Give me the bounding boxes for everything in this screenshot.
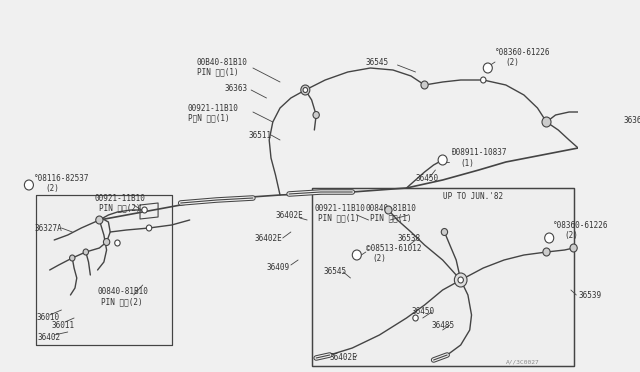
Text: B: B bbox=[484, 65, 488, 71]
Text: PIN ピン(2): PIN ピン(2) bbox=[101, 298, 143, 307]
Text: (1): (1) bbox=[461, 158, 475, 167]
Text: (2): (2) bbox=[45, 183, 59, 192]
Bar bbox=[36, 195, 172, 345]
Text: PIN ピン(1): PIN ピン(1) bbox=[371, 214, 412, 222]
Circle shape bbox=[147, 225, 152, 231]
Text: (2): (2) bbox=[506, 58, 520, 67]
Bar bbox=[36, 195, 172, 345]
Circle shape bbox=[481, 77, 486, 83]
Text: 36539: 36539 bbox=[578, 291, 601, 299]
Circle shape bbox=[83, 249, 88, 255]
Text: (2): (2) bbox=[564, 231, 579, 240]
Text: °08360-61226: °08360-61226 bbox=[495, 48, 550, 57]
Text: N: N bbox=[439, 157, 443, 163]
Text: PIN ピン(1): PIN ピン(1) bbox=[197, 67, 239, 77]
Text: 36450: 36450 bbox=[415, 173, 438, 183]
Text: 00840-81B10: 00840-81B10 bbox=[366, 203, 417, 212]
Text: 00B40-81B10: 00B40-81B10 bbox=[197, 58, 248, 67]
Text: 36363: 36363 bbox=[224, 83, 247, 93]
Text: ©08513-61012: ©08513-61012 bbox=[366, 244, 421, 253]
Text: PIN ピン(1): PIN ピン(1) bbox=[318, 214, 360, 222]
Text: 36450: 36450 bbox=[411, 308, 434, 317]
Text: 36511: 36511 bbox=[248, 131, 271, 140]
Text: 36409: 36409 bbox=[266, 263, 290, 273]
Text: 36538: 36538 bbox=[397, 234, 420, 243]
Circle shape bbox=[454, 273, 467, 287]
Circle shape bbox=[458, 277, 463, 283]
Text: (2): (2) bbox=[372, 253, 386, 263]
Text: 00921-11B10: 00921-11B10 bbox=[95, 193, 146, 202]
Text: Ð08911-10837: Ð08911-10837 bbox=[452, 148, 507, 157]
Circle shape bbox=[70, 255, 75, 261]
Circle shape bbox=[115, 240, 120, 246]
Circle shape bbox=[104, 238, 109, 246]
Circle shape bbox=[545, 233, 554, 243]
Circle shape bbox=[142, 207, 147, 213]
Text: 00921-11B10: 00921-11B10 bbox=[188, 103, 239, 112]
Text: UP TO JUN.'82: UP TO JUN.'82 bbox=[443, 192, 503, 201]
Text: °08116-82537: °08116-82537 bbox=[35, 173, 90, 183]
Text: °08360-61226: °08360-61226 bbox=[553, 221, 609, 230]
Circle shape bbox=[24, 180, 33, 190]
Text: 36402E: 36402E bbox=[275, 211, 303, 219]
Text: S: S bbox=[353, 253, 357, 257]
Text: B: B bbox=[545, 235, 549, 241]
Text: 36327A: 36327A bbox=[35, 224, 62, 232]
Text: 00921-11B10: 00921-11B10 bbox=[314, 203, 365, 212]
Text: PIN ピン(2): PIN ピン(2) bbox=[99, 203, 141, 212]
Circle shape bbox=[421, 81, 428, 89]
Circle shape bbox=[352, 250, 362, 260]
Circle shape bbox=[313, 112, 319, 119]
Text: PピN ピン(1): PピN ピン(1) bbox=[188, 113, 230, 122]
Text: 36545: 36545 bbox=[323, 267, 346, 276]
Circle shape bbox=[303, 87, 308, 93]
Bar bbox=[312, 188, 573, 366]
Text: 36545: 36545 bbox=[366, 58, 389, 67]
Circle shape bbox=[385, 206, 392, 214]
Circle shape bbox=[483, 63, 492, 73]
Circle shape bbox=[609, 121, 616, 128]
Circle shape bbox=[543, 248, 550, 256]
Text: A//3C0027: A//3C0027 bbox=[506, 359, 540, 365]
Circle shape bbox=[570, 244, 577, 252]
Text: 00840-81B10: 00840-81B10 bbox=[97, 288, 148, 296]
Circle shape bbox=[441, 228, 447, 235]
Text: 36010: 36010 bbox=[36, 314, 60, 323]
Text: B: B bbox=[25, 183, 29, 187]
Circle shape bbox=[301, 85, 310, 95]
Circle shape bbox=[96, 216, 103, 224]
Text: 36363: 36363 bbox=[623, 115, 640, 125]
Text: 36011: 36011 bbox=[51, 321, 75, 330]
Bar bbox=[312, 188, 573, 366]
Text: 36402E: 36402E bbox=[330, 353, 358, 362]
Circle shape bbox=[438, 155, 447, 165]
Text: 36485: 36485 bbox=[432, 321, 455, 330]
Circle shape bbox=[542, 117, 551, 127]
Text: 36402: 36402 bbox=[38, 334, 61, 343]
Circle shape bbox=[413, 315, 418, 321]
Text: 36402E: 36402E bbox=[255, 234, 282, 243]
